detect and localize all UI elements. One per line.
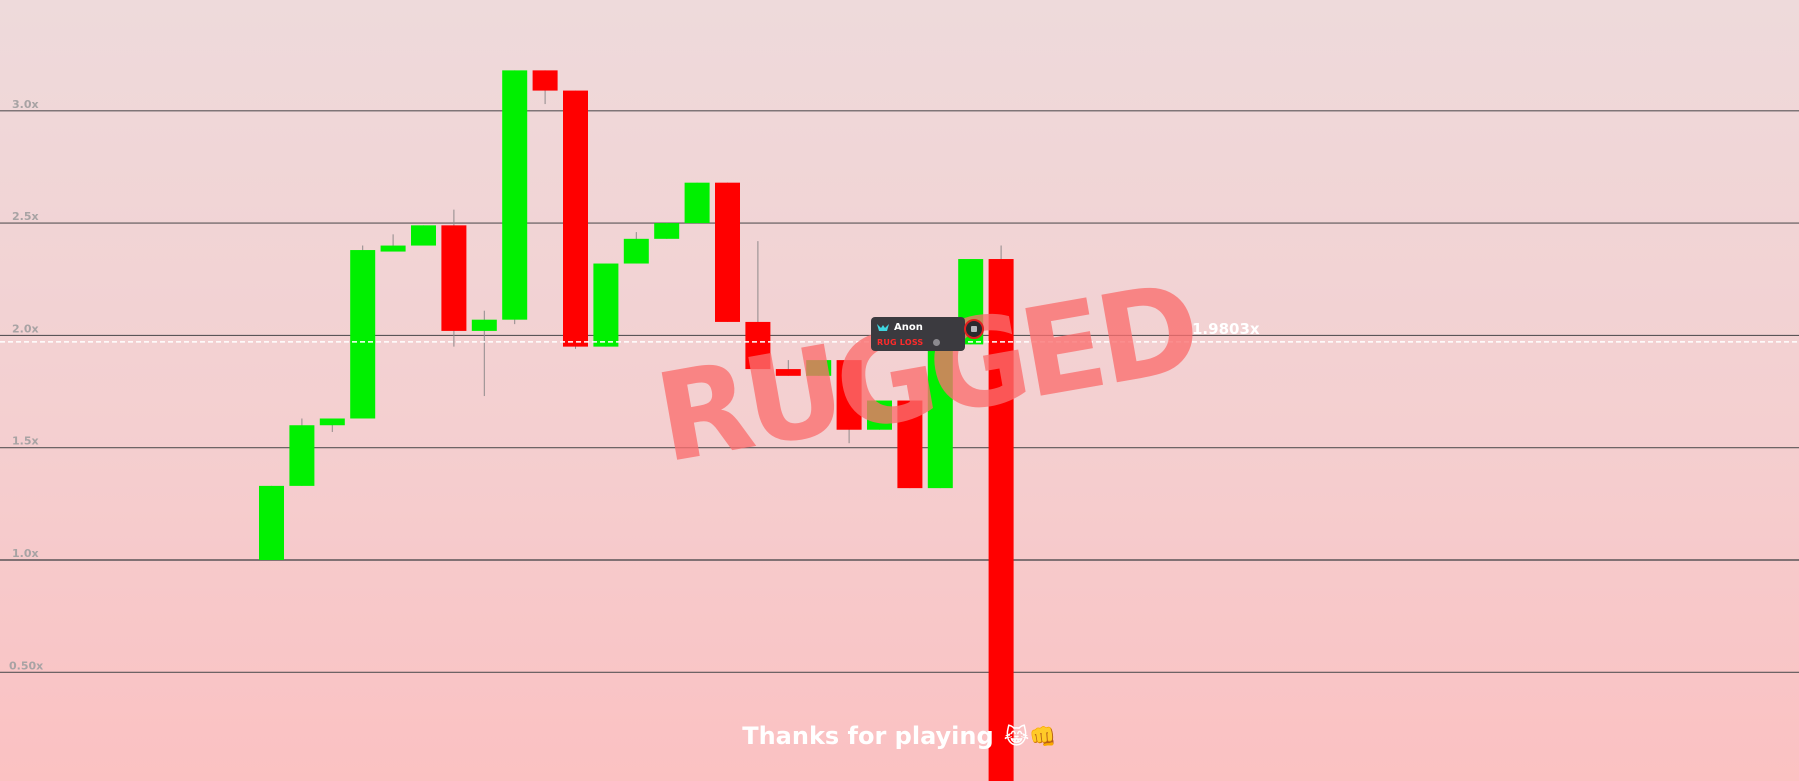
- candle-body-up: [289, 425, 315, 486]
- candle: [654, 223, 680, 239]
- thanks-emoji: 😹👊: [1003, 725, 1057, 750]
- candle-body-up: [867, 400, 892, 430]
- grid-lines: [0, 110, 1799, 673]
- candle: [411, 225, 436, 246]
- y-tick-label: 3.0x: [12, 98, 39, 111]
- candle-body-up: [380, 245, 406, 252]
- candle-body-up: [350, 250, 376, 419]
- candle: [380, 234, 406, 252]
- candle: [593, 263, 619, 347]
- player-tag[interactable]: Anon RUG LOSS: [871, 317, 965, 351]
- player-status: RUG LOSS: [877, 337, 924, 347]
- y-axis-ticks: 3.0x 2.5x 2.0x 1.5x 1.0x 0.50x: [9, 98, 43, 672]
- candle: [502, 70, 528, 325]
- candle: [623, 232, 649, 264]
- thanks-text: Thanks for playing: [742, 722, 994, 750]
- candle: [441, 209, 467, 347]
- thanks-message: Thanks for playing 😹👊: [0, 722, 1799, 750]
- candle-body-down: [745, 321, 771, 370]
- candle-body-up: [319, 418, 345, 426]
- y-tick-label: 2.0x: [12, 322, 39, 335]
- player-name: Anon: [894, 321, 923, 333]
- candle-body-down: [775, 369, 801, 376]
- candle: [350, 245, 376, 419]
- candle-body-up: [684, 182, 710, 224]
- candle: [836, 360, 862, 444]
- candle: [289, 418, 315, 486]
- candle-body-up: [502, 70, 528, 320]
- y-tick-label: 1.5x: [12, 435, 39, 448]
- candle: [806, 360, 832, 376]
- candle: [988, 245, 1014, 781]
- candle: [319, 418, 345, 432]
- candle-body-up: [471, 319, 497, 331]
- candle-body-up: [927, 335, 953, 489]
- current-multiplier-label: 1.9803x: [1192, 320, 1260, 338]
- candle-body-down: [532, 70, 558, 91]
- candle: [684, 182, 710, 224]
- sell-dot-icon: [933, 338, 941, 346]
- candle: [563, 90, 588, 349]
- candle-body-up: [806, 360, 832, 376]
- y-tick-label: 0.50x: [9, 659, 43, 672]
- candle-body-up: [593, 263, 619, 347]
- candle-body-down: [897, 400, 923, 489]
- candle: [259, 485, 284, 560]
- candle: [532, 70, 558, 105]
- candle-body-down: [836, 360, 862, 430]
- candle: [715, 182, 740, 322]
- candle-body-down: [441, 225, 467, 331]
- player-position-marker-icon[interactable]: [964, 319, 984, 339]
- y-tick-label: 2.5x: [12, 210, 39, 223]
- candle-body-up: [623, 238, 649, 264]
- candle: [927, 335, 953, 489]
- candles: [259, 70, 1014, 781]
- candle: [897, 400, 923, 489]
- candle-body-down: [988, 259, 1014, 781]
- candle-body-up: [411, 225, 436, 246]
- team-logo-icon: [877, 323, 889, 331]
- candle: [745, 241, 771, 370]
- y-tick-label: 1.0x: [12, 547, 39, 560]
- candle-body-up: [259, 485, 284, 560]
- candle-body-down: [715, 182, 740, 322]
- candle-body-down: [563, 90, 588, 347]
- candle-body-up: [654, 223, 680, 239]
- candle: [775, 360, 801, 376]
- candle: [471, 310, 497, 397]
- candle: [867, 400, 892, 430]
